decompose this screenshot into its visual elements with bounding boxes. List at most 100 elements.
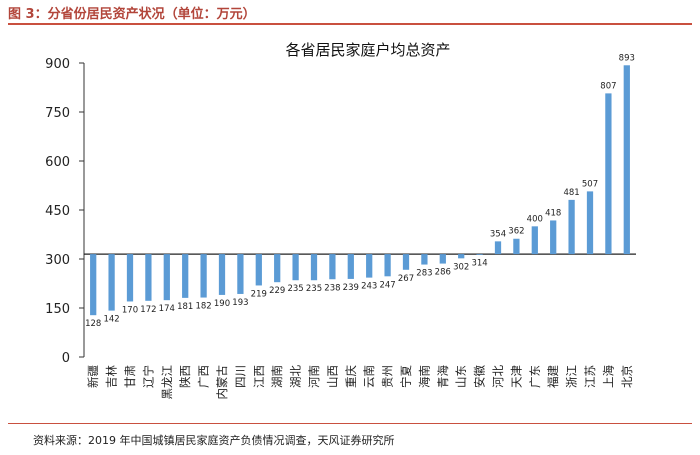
bottom-rule bbox=[8, 423, 692, 424]
category-label: 吉林 bbox=[105, 365, 119, 388]
category-label: 黑龙江 bbox=[160, 365, 174, 400]
category-label: 天津 bbox=[509, 365, 523, 388]
bar bbox=[605, 93, 612, 255]
figure-title: 图 3：分省份居民资产状况（单位：万元） bbox=[8, 7, 256, 22]
category-label: 广西 bbox=[197, 365, 211, 388]
data-label: 302 bbox=[453, 262, 469, 272]
category-label: 海南 bbox=[417, 365, 431, 388]
bar bbox=[145, 254, 152, 301]
bar bbox=[292, 254, 299, 281]
bar bbox=[255, 254, 262, 286]
bar bbox=[513, 238, 520, 255]
data-label: 190 bbox=[214, 299, 230, 309]
data-label: 267 bbox=[398, 274, 414, 284]
y-axis: 0 150 300 450 600 750 900 bbox=[45, 57, 636, 366]
category-label: 陕西 bbox=[178, 365, 192, 388]
category-label: 辽宁 bbox=[141, 365, 155, 388]
category-label: 上海 bbox=[601, 365, 615, 388]
data-label: 283 bbox=[416, 269, 432, 279]
category-label: 安徽 bbox=[473, 365, 487, 388]
bar bbox=[439, 254, 446, 264]
y-tick-label: 750 bbox=[45, 106, 70, 121]
category-labels: 新疆 吉林 甘肃 辽宁 黑龙江 陕西 广西 内蒙古 四川 江西 湖南 湖北 河南 山西 重庆 云南 贵州 宁夏 海南… bbox=[86, 365, 634, 400]
category-label: 山东 bbox=[454, 365, 468, 388]
data-label: 172 bbox=[140, 305, 156, 315]
bar bbox=[476, 254, 483, 255]
bar bbox=[274, 254, 281, 283]
category-label: 广东 bbox=[528, 365, 542, 388]
y-tick-label: 900 bbox=[45, 57, 70, 72]
data-label: 362 bbox=[508, 227, 524, 237]
data-label: 314 bbox=[471, 258, 487, 268]
data-label: 181 bbox=[177, 302, 193, 312]
data-label: 182 bbox=[195, 302, 211, 312]
bar bbox=[494, 241, 502, 255]
data-label: 170 bbox=[122, 305, 138, 315]
data-label: 174 bbox=[159, 304, 175, 314]
source-note: 资料来源：2019 年中国城镇居民家庭资产负债情况调查，天风证券研究所 bbox=[33, 434, 395, 447]
data-label: 507 bbox=[582, 179, 598, 189]
category-label: 河南 bbox=[307, 365, 321, 388]
data-label: 286 bbox=[435, 268, 451, 278]
category-label: 甘肃 bbox=[123, 365, 137, 388]
data-label: 247 bbox=[379, 280, 395, 290]
data-label: 142 bbox=[103, 315, 119, 325]
y-tick-label: 150 bbox=[45, 302, 70, 317]
bar bbox=[623, 65, 630, 255]
category-label: 山西 bbox=[325, 365, 339, 388]
bar bbox=[531, 226, 538, 255]
category-label: 重庆 bbox=[344, 365, 358, 388]
bar bbox=[586, 191, 594, 255]
data-label: 235 bbox=[306, 284, 322, 294]
category-label: 湖北 bbox=[289, 365, 303, 388]
bar bbox=[237, 254, 244, 294]
top-rule bbox=[8, 23, 692, 25]
bar bbox=[218, 254, 226, 295]
data-label: 893 bbox=[619, 53, 635, 63]
bars bbox=[90, 65, 630, 316]
bar bbox=[182, 254, 189, 298]
category-label: 宁夏 bbox=[399, 365, 413, 388]
y-tick-label: 300 bbox=[45, 253, 70, 268]
chart-title: 各省居民家庭户均总资产 bbox=[285, 41, 450, 59]
category-label: 浙江 bbox=[565, 365, 579, 388]
bar bbox=[458, 254, 465, 259]
data-label: 807 bbox=[600, 81, 616, 91]
data-label: 193 bbox=[232, 298, 248, 308]
category-label: 江苏 bbox=[583, 365, 597, 388]
data-label: 354 bbox=[490, 229, 506, 239]
data-label: 235 bbox=[287, 284, 303, 294]
bar bbox=[550, 220, 557, 255]
data-label: 418 bbox=[545, 208, 561, 218]
bar bbox=[163, 254, 170, 301]
bar bbox=[366, 254, 373, 278]
data-label: 481 bbox=[563, 188, 579, 198]
category-label: 青海 bbox=[436, 365, 450, 388]
bar bbox=[108, 254, 115, 311]
category-label: 云南 bbox=[362, 365, 376, 388]
y-tick-label: 450 bbox=[45, 204, 70, 219]
data-label: 243 bbox=[361, 282, 377, 292]
bar bbox=[421, 254, 428, 265]
category-label: 河北 bbox=[491, 365, 505, 388]
bar bbox=[126, 254, 134, 302]
category-label: 江西 bbox=[252, 365, 266, 388]
category-label: 贵州 bbox=[381, 365, 395, 388]
category-label: 福建 bbox=[546, 365, 560, 388]
category-label: 湖南 bbox=[270, 365, 284, 388]
bar bbox=[200, 254, 207, 298]
bar bbox=[568, 199, 575, 255]
data-label: 219 bbox=[251, 289, 267, 299]
category-label: 内蒙古 bbox=[215, 365, 229, 400]
bar bbox=[310, 254, 318, 281]
data-label: 239 bbox=[343, 283, 359, 293]
bar bbox=[384, 254, 391, 277]
bar bbox=[347, 254, 354, 279]
data-label: 400 bbox=[527, 214, 543, 224]
category-label: 新疆 bbox=[86, 365, 100, 388]
data-label: 128 bbox=[85, 319, 101, 329]
category-label: 四川 bbox=[233, 365, 247, 388]
bar bbox=[329, 254, 336, 280]
